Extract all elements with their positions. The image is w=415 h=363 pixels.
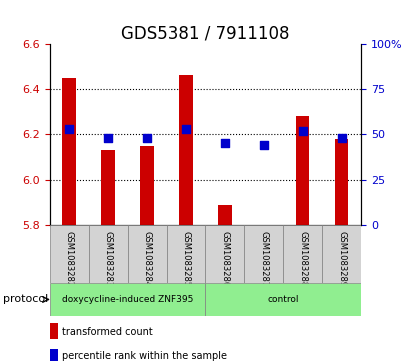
Bar [50, 225, 89, 283]
Point [222, 140, 228, 146]
Text: doxycycline-induced ZNF395: doxycycline-induced ZNF395 [62, 295, 193, 304]
Text: percentile rank within the sample: percentile rank within the sample [62, 351, 227, 361]
Bar [322, 225, 361, 283]
Point [183, 126, 189, 132]
Text: GSM1083287: GSM1083287 [259, 231, 268, 287]
Text: GSM1083285: GSM1083285 [181, 231, 190, 287]
Bar [128, 225, 166, 283]
Bar [62, 78, 76, 225]
Text: GSM1083283: GSM1083283 [104, 231, 112, 287]
Text: GSM1083284: GSM1083284 [143, 231, 151, 287]
Text: transformed count: transformed count [62, 327, 153, 337]
Point [144, 135, 150, 141]
Point [299, 128, 306, 134]
Text: GSM1083286: GSM1083286 [220, 231, 229, 287]
Title: GDS5381 / 7911108: GDS5381 / 7911108 [121, 24, 290, 42]
Bar [205, 283, 361, 316]
Bar [218, 205, 232, 225]
Bar [50, 323, 58, 339]
Point [338, 135, 345, 141]
Point [261, 142, 267, 148]
Bar [335, 139, 349, 225]
Bar [296, 116, 310, 225]
Text: protocol: protocol [2, 294, 48, 305]
Text: control: control [268, 295, 299, 304]
Bar [179, 75, 193, 225]
Bar [244, 225, 283, 283]
Bar [101, 150, 115, 225]
Bar [50, 349, 58, 361]
Bar [50, 283, 205, 316]
Bar [89, 225, 128, 283]
Text: GSM1083282: GSM1083282 [65, 231, 74, 287]
Text: GSM1083289: GSM1083289 [337, 231, 346, 287]
Text: GSM1083288: GSM1083288 [298, 231, 307, 287]
Bar [166, 225, 205, 283]
Bar [140, 146, 154, 225]
Point [105, 135, 112, 141]
Bar [283, 225, 322, 283]
Bar [205, 225, 244, 283]
Point [66, 126, 73, 132]
